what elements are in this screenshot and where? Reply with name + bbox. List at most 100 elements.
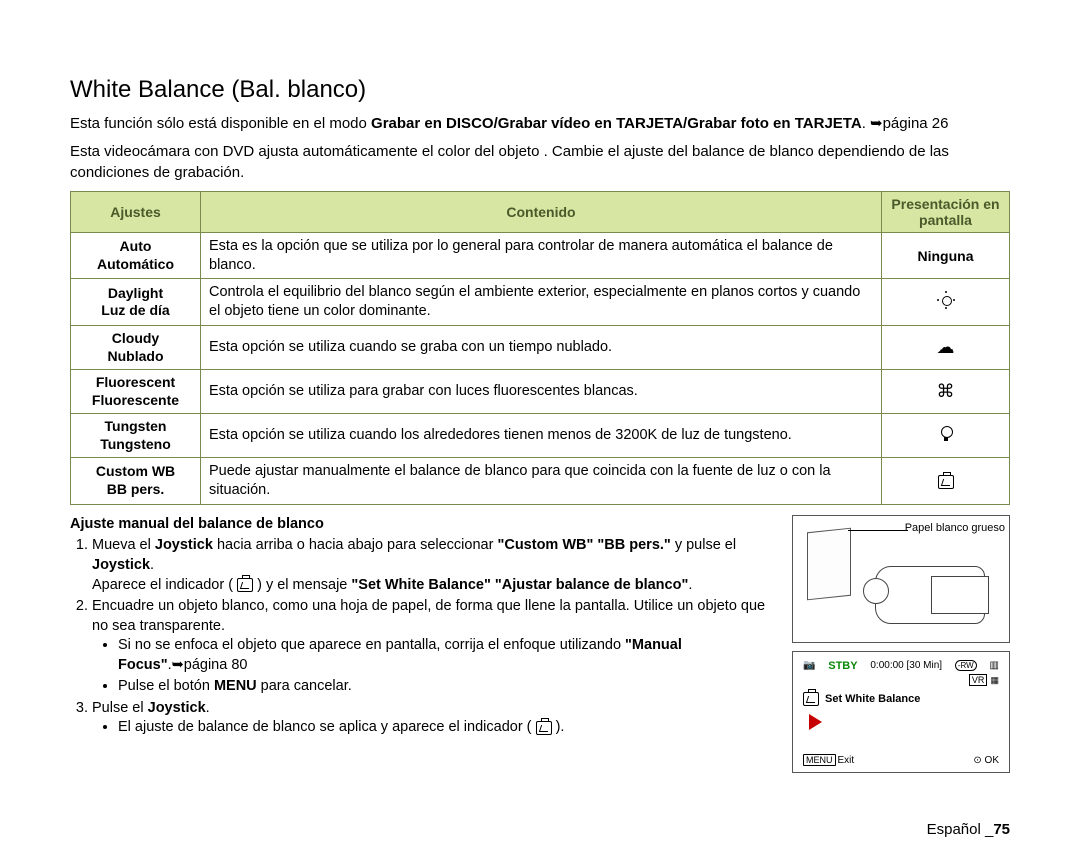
setting-display	[882, 279, 1010, 326]
th-content: Contenido	[201, 191, 882, 232]
step-3-bullet: El ajuste de balance de blanco se aplica…	[118, 718, 782, 738]
white-balance-table: Ajustes Contenido Presentación en pantal…	[70, 191, 1010, 505]
ok-label: OK	[985, 755, 999, 766]
intro1-pre: Esta función sólo está disponible en el …	[70, 115, 371, 132]
t: y pulse el	[671, 537, 736, 553]
table-row: Custom WB BB pers. Puede ajustar manualme…	[71, 458, 1010, 505]
section-title: White Balance (Bal. blanco)	[70, 76, 1010, 104]
setting-name-localized: Nublado	[108, 348, 164, 364]
setting-name-localized: Tungsteno	[100, 436, 171, 452]
stby-label: STBY	[828, 660, 857, 672]
setting-name: Daylight	[108, 285, 163, 301]
leader-line	[848, 530, 908, 531]
setting-desc: Controla el equilibrio del blanco según …	[201, 279, 882, 326]
t: .	[688, 577, 692, 593]
custom-wb-icon	[237, 578, 253, 592]
setting-display	[882, 458, 1010, 505]
setting-name-localized: Luz de día	[101, 302, 169, 318]
setting-display: Ninguna	[882, 232, 1010, 279]
th-display: Presentación en pantalla	[882, 191, 1010, 232]
setting-name: Cloudy	[112, 330, 159, 346]
custom-wb-icon	[803, 692, 819, 706]
intro-paragraph-2: Esta videocámara con DVD ajusta automáti…	[70, 142, 1010, 183]
intro-paragraph-1: Esta función sólo está disponible en el …	[70, 114, 1010, 134]
time-label: 0:00:00 [30 Min]	[870, 660, 942, 671]
setting-desc: Esta opción se utiliza para grabar con l…	[201, 370, 882, 414]
manual-page: White Balance (Bal. blanco) Esta función…	[0, 0, 1080, 773]
play-arrow-icon	[809, 714, 822, 730]
setting-name: Tungsten	[105, 418, 167, 434]
t: Mueva el	[92, 537, 155, 553]
t: ).	[552, 719, 565, 735]
setting-desc: Puede ajustar manualmente el balance de …	[201, 458, 882, 505]
setting-display	[882, 414, 1010, 458]
table-row: Tungsten Tungsteno Esta opción se utiliza…	[71, 414, 1010, 458]
th-settings: Ajustes	[71, 191, 201, 232]
fluorescent-icon: ⌘	[937, 381, 955, 402]
fine-icon: ▦	[990, 675, 999, 685]
intro1-post: . ➥página 26	[862, 115, 949, 132]
setting-name-localized: Fluorescente	[92, 392, 179, 408]
table-row: Fluorescent Fluorescente Esta opción se u…	[71, 370, 1010, 414]
table-row: Auto Automático Esta es la opción que se …	[71, 232, 1010, 279]
menu-tag: MENU	[803, 754, 836, 766]
setting-desc: Esta opción se utiliza cuando se graba c…	[201, 326, 882, 370]
disc-icon: -RW	[955, 660, 977, 671]
t: Encuadre un objeto blanco, como una hoja…	[92, 598, 765, 634]
t: .	[206, 700, 210, 716]
setting-name: Auto	[120, 238, 152, 254]
footer-lang: Español _	[927, 821, 994, 838]
setting-name-localized: Automático	[97, 256, 174, 272]
setting-display: ⌘	[882, 370, 1010, 414]
set-wb-label: Set White Balance	[825, 693, 920, 705]
tungsten-icon	[938, 425, 954, 445]
footer-page: 75	[993, 821, 1010, 838]
camera-illustration: Papel blanco grueso	[792, 515, 1010, 643]
step-2: Encuadre un objeto blanco, como una hoja…	[92, 597, 782, 697]
t: hacia arriba o hacia abajo para seleccio…	[213, 537, 498, 553]
t: Si no se enfoca el objeto que aparece en…	[118, 637, 625, 653]
t: "Set White Balance" "Ajustar balance de …	[351, 577, 688, 593]
side-illustrations: Papel blanco grueso 📷 STBY 0:00:00 [30 M…	[792, 515, 1010, 773]
t: Aparece el indicador (	[92, 577, 237, 593]
rec-icon: 📷	[803, 660, 815, 671]
t: El ajuste de balance de blanco se aplica…	[118, 719, 536, 735]
setting-name: Fluorescent	[96, 374, 175, 390]
cloudy-icon: ☁	[937, 337, 955, 357]
table-row: Cloudy Nublado Esta opción se utiliza cua…	[71, 326, 1010, 370]
step-1: Mueva el Joystick hacia arriba o hacia a…	[92, 536, 782, 595]
t: Joystick	[155, 537, 213, 553]
setting-name: Custom WB	[96, 463, 175, 479]
t: MENU	[214, 678, 257, 694]
custom-wb-icon	[536, 721, 552, 735]
t: .	[150, 557, 154, 573]
daylight-icon	[938, 292, 954, 312]
t: para cancelar.	[257, 678, 352, 694]
step-3: Pulse el Joystick. El ajuste de balance …	[92, 699, 782, 738]
exit-label: Exit	[838, 755, 855, 766]
t: .➥página 80	[168, 657, 248, 673]
t: Pulse el	[92, 700, 148, 716]
lcd-preview: 📷 STBY 0:00:00 [30 Min] -RW ▥ VR ▦ Set W…	[792, 651, 1010, 773]
table-row: DaylightLuz de día Controla el equilibri…	[71, 279, 1010, 326]
step-2-bullet-1: Si no se enfoca el objeto que aparece en…	[118, 636, 782, 675]
battery-icon: ▥	[990, 660, 999, 671]
page-footer: Español _75	[927, 821, 1010, 838]
intro1-bold: Grabar en DISCO/Grabar vídeo en TARJETA/…	[371, 115, 862, 132]
setting-desc: Esta opción se utiliza cuando los alrede…	[201, 414, 882, 458]
paper-label: Papel blanco grueso	[905, 522, 1005, 534]
manual-wb-instructions: Ajuste manual del balance de blanco Muev…	[70, 515, 782, 773]
setting-display: ☁	[882, 326, 1010, 370]
vr-label: VR	[969, 674, 988, 686]
setting-name-localized: BB pers.	[107, 481, 165, 497]
camcorder-shape	[867, 560, 997, 632]
t: ) y el mensaje	[253, 577, 351, 593]
t: Joystick	[148, 700, 206, 716]
step-2-bullet-2: Pulse el botón MENU para cancelar.	[118, 677, 782, 697]
t: Pulse el botón	[118, 678, 214, 694]
joystick-dot-icon: ⊙	[973, 755, 984, 766]
t: "Custom WB" "BB pers."	[497, 537, 670, 553]
setting-desc: Esta es la opción que se utiliza por lo …	[201, 232, 882, 279]
custom-wb-icon	[938, 470, 954, 490]
t: Joystick	[92, 557, 150, 573]
